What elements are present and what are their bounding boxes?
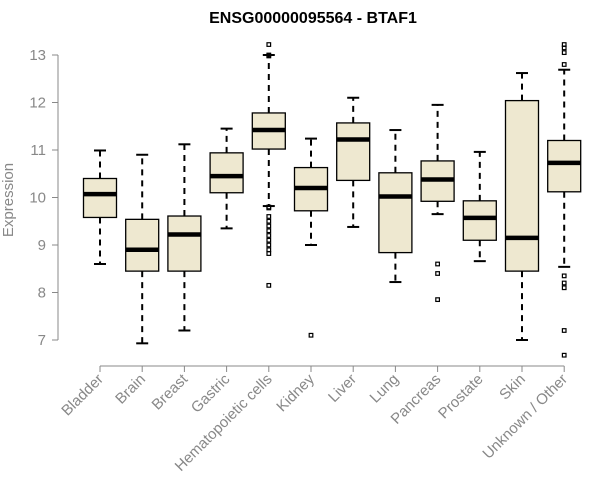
box-group (504, 72, 540, 341)
box-group (336, 96, 371, 228)
box-iqr (378, 172, 413, 254)
x-tick-label: Skin (496, 371, 529, 404)
x-tick-label: Liver (325, 371, 360, 406)
outlier-point (561, 62, 567, 67)
outlier-point (308, 332, 314, 338)
box-group (251, 42, 286, 288)
chart-title: ENSG00000095564 - BTAF1 (209, 10, 417, 27)
outlier-point (435, 261, 440, 267)
outlier-point (266, 242, 272, 248)
boxplot-series (82, 42, 582, 358)
box-iqr (167, 215, 202, 272)
outlier-point (561, 328, 567, 333)
outlier-point (266, 282, 272, 288)
outlier-point (435, 297, 440, 303)
outlier-point (266, 247, 272, 253)
x-tick-label: Lung (367, 371, 403, 407)
outlier-point (266, 251, 272, 256)
x-tick-label: Prostate (435, 371, 487, 423)
y-axis-label: Expression (0, 163, 17, 237)
outlier-point (266, 223, 272, 229)
outlier-point (266, 237, 272, 243)
box-group (209, 127, 244, 230)
outlier-point (561, 285, 567, 291)
outlier-point (266, 218, 272, 224)
outlier-point (561, 280, 567, 286)
outlier-point (561, 45, 567, 51)
box-iqr (209, 152, 244, 194)
y-tick-label: 12 (29, 95, 46, 112)
y-tick-label: 11 (30, 142, 46, 159)
box-iqr (82, 177, 118, 219)
box-iqr (125, 218, 160, 272)
outlier-point (435, 271, 440, 276)
box-group (82, 149, 118, 265)
x-tick-label: Bladder (58, 371, 107, 420)
outlier-point (266, 53, 272, 59)
box-iqr (462, 200, 497, 241)
box-iqr (547, 139, 582, 193)
box-group (462, 150, 497, 263)
box-group (547, 42, 582, 358)
y-tick-label: 13 (29, 47, 46, 64)
box-group (293, 137, 329, 338)
box-group (420, 103, 455, 303)
box-group (125, 153, 160, 345)
box-iqr (504, 99, 540, 272)
outlier-point (561, 50, 567, 56)
outlier-point (266, 214, 272, 219)
outlier-point (266, 233, 272, 238)
x-tick-label: Breast (149, 370, 192, 413)
y-axis-ticks: 7 8 9 10 11 12 13 (29, 47, 58, 349)
outlier-point (266, 42, 272, 47)
y-tick-label: 8 (38, 285, 46, 302)
y-tick-label: 9 (38, 237, 46, 254)
outlier-point (561, 352, 567, 358)
y-tick-label: 7 (38, 332, 46, 349)
box-iqr (336, 122, 371, 182)
y-tick-label: 10 (29, 190, 46, 207)
x-tick-label: Kidney (273, 370, 318, 415)
x-tick-label: Brain (112, 371, 149, 408)
outlier-point (561, 273, 567, 279)
outlier-point (266, 205, 272, 211)
outlier-point (266, 228, 272, 234)
box-group (167, 143, 202, 332)
box-group (378, 129, 413, 284)
